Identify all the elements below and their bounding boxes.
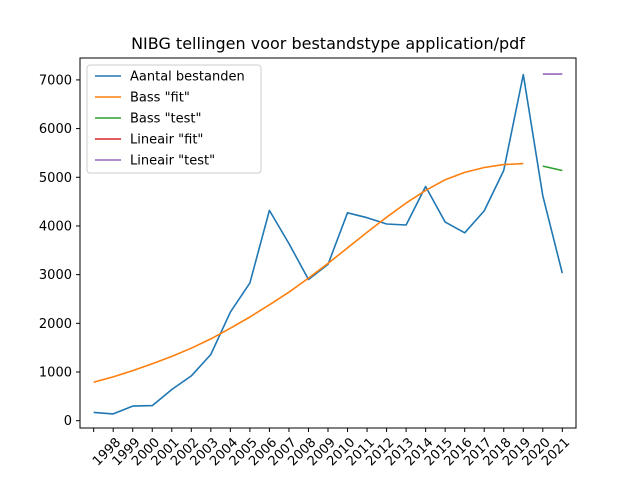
y-tick-label: 7000 bbox=[39, 73, 72, 88]
legend-label: Lineair "fit" bbox=[130, 133, 203, 148]
y-tick-label: 4000 bbox=[39, 219, 72, 234]
legend-box bbox=[86, 64, 262, 174]
series-line-2 bbox=[542, 165, 563, 172]
chart-title: NIBG tellingen voor bestandstype applica… bbox=[131, 34, 525, 53]
legend-label: Lineair "test" bbox=[130, 154, 215, 169]
y-tick-label: 3000 bbox=[39, 268, 72, 283]
legend: Aantal bestanden Bass "fit" Bass "test" Lin… bbox=[86, 64, 262, 174]
series-layer bbox=[93, 73, 564, 415]
y-tick-label: 1000 bbox=[39, 366, 72, 381]
y-tick-label: 0 bbox=[64, 414, 72, 429]
x-axis: 1998199920002001200220032004200520062007… bbox=[90, 428, 573, 469]
y-tick-label: 2000 bbox=[39, 317, 72, 332]
y-tick-label: 5000 bbox=[39, 171, 72, 186]
y-tick-label: 6000 bbox=[39, 122, 72, 137]
legend-label: Bass "test" bbox=[130, 112, 202, 127]
series-line-1 bbox=[93, 162, 524, 383]
legend-label: Bass "fit" bbox=[130, 91, 190, 106]
y-axis: 0 1000 2000 3000 4000 5000 6000 7000 bbox=[39, 73, 80, 429]
legend-label: Aantal bestanden bbox=[130, 70, 245, 85]
